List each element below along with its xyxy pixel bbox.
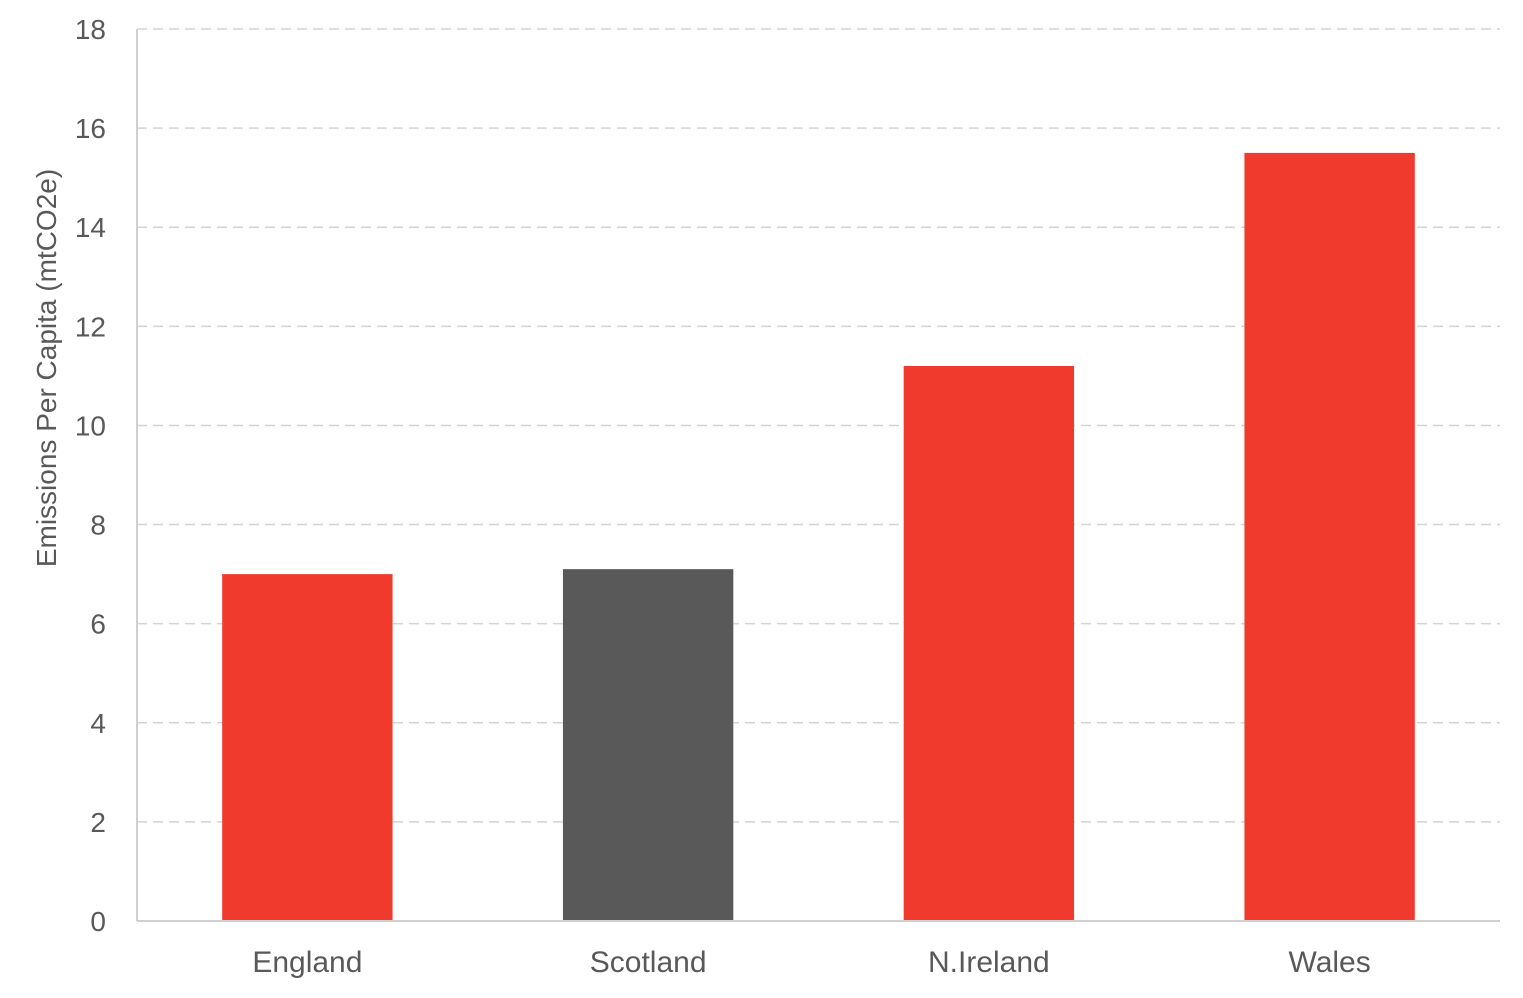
bars — [222, 152, 1415, 921]
y-tick-label: 12 — [75, 311, 106, 342]
y-tick-label: 0 — [90, 906, 106, 937]
y-tick-label: 2 — [90, 807, 106, 838]
y-tick-label: 4 — [90, 708, 106, 739]
x-category-label: Wales — [1289, 946, 1371, 979]
y-tick-label: 8 — [90, 510, 106, 541]
bar-england — [222, 574, 393, 921]
y-tick-label: 10 — [75, 410, 106, 441]
y-tick-label: 6 — [90, 609, 106, 640]
bar-n-ireland — [903, 365, 1075, 921]
y-tick-label: 16 — [75, 113, 106, 144]
x-category-label: England — [252, 946, 362, 979]
axes — [136, 29, 1500, 922]
y-tick-label: 14 — [75, 212, 106, 243]
x-category-label: N.Ireland — [928, 946, 1050, 979]
x-category-label: Scotland — [590, 946, 707, 979]
y-tick-label: 18 — [75, 14, 106, 45]
bar-scotland — [562, 569, 734, 921]
y-tick-labels: 0 2 4 6 8 10 12 14 16 18 — [75, 14, 106, 937]
y-axis-title: Emissions Per Capita (mtCO2e) — [31, 169, 62, 567]
x-category-labels: England Scotland N.Ireland Wales — [252, 946, 1370, 979]
bar-wales — [1244, 152, 1415, 921]
